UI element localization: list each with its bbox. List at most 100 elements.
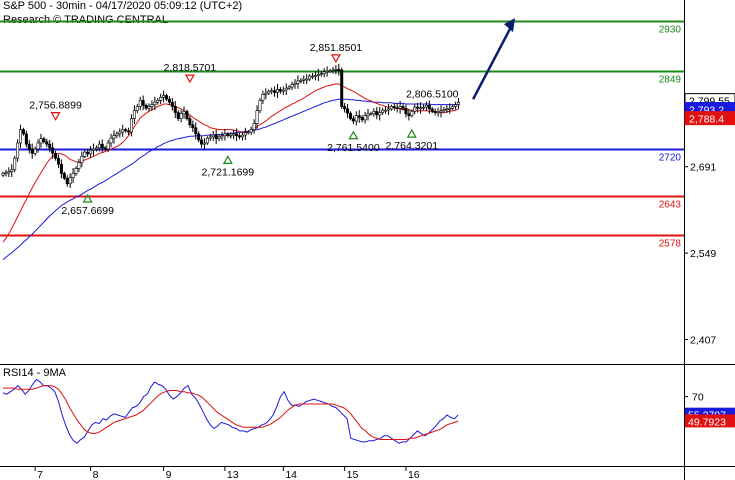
candle <box>188 115 192 128</box>
candle-body <box>267 90 271 94</box>
candle-body <box>457 101 461 105</box>
candle <box>13 155 17 173</box>
candle-body <box>162 95 166 98</box>
candle-body <box>246 131 250 134</box>
peak-marker-icon <box>184 74 195 84</box>
candle <box>220 132 224 141</box>
candle <box>436 107 440 117</box>
candle-body <box>167 98 171 103</box>
candle <box>348 111 352 121</box>
level-label-2578: 2578 <box>659 239 682 250</box>
candle <box>71 167 75 184</box>
candle-body <box>16 142 20 159</box>
candle-body <box>328 70 332 72</box>
candle-body <box>319 73 323 75</box>
candle-body <box>372 111 376 115</box>
candle <box>439 105 443 118</box>
candle <box>246 130 250 135</box>
candle-body <box>313 75 317 77</box>
trough-marker-icon <box>82 193 93 203</box>
candle <box>33 146 37 156</box>
candle-body <box>384 109 388 112</box>
candle-body <box>378 112 382 116</box>
candle-body <box>135 106 139 112</box>
peak-label: 2,851.8501 <box>310 42 363 54</box>
candle <box>21 127 25 136</box>
candle <box>240 131 244 141</box>
candle-body <box>264 92 268 95</box>
candle <box>77 158 81 173</box>
candle <box>92 143 96 156</box>
candle-body <box>217 136 221 140</box>
candle <box>121 124 125 137</box>
candle <box>378 107 382 121</box>
level-label-2720: 2720 <box>659 153 682 164</box>
candle <box>389 104 393 111</box>
candle-body <box>229 134 233 137</box>
candle <box>369 111 373 116</box>
candle-body <box>226 133 230 136</box>
candle-body <box>214 134 218 140</box>
candle <box>243 127 247 140</box>
candle <box>173 100 177 119</box>
candle <box>293 79 297 89</box>
candle <box>430 107 434 114</box>
candle-body <box>325 70 329 73</box>
rsi-series-9ma <box>3 385 459 440</box>
candle <box>451 104 455 111</box>
candle-body <box>112 135 116 139</box>
candle <box>442 107 446 114</box>
candle <box>334 65 338 75</box>
price-badge-label: 2,788.4 <box>689 114 724 126</box>
candle <box>103 146 107 151</box>
candle-body <box>366 113 370 116</box>
candle <box>229 132 233 139</box>
candle <box>354 111 358 126</box>
candle-body <box>232 133 236 136</box>
candle <box>275 83 279 98</box>
candle-body <box>427 104 431 110</box>
candle-body <box>296 80 300 84</box>
peak-label: 2,818.5701 <box>164 62 217 74</box>
candle <box>208 133 212 142</box>
trough-label: 2,761.5400 <box>327 142 380 154</box>
candle <box>270 87 274 95</box>
candle <box>340 67 344 109</box>
candle <box>331 66 335 74</box>
candle <box>252 119 256 134</box>
candle-body <box>255 110 259 124</box>
candle-body <box>144 104 148 109</box>
candle-body <box>176 112 180 119</box>
candle <box>54 150 58 161</box>
candle-body <box>106 142 110 150</box>
time-tick-label: 13 <box>227 469 239 480</box>
candle <box>97 140 101 152</box>
chart-title: S&P 500 - 30min - 04/17/2020 05:09:12 (U… <box>3 0 243 12</box>
chart-subtitle: Research © TRADING CENTRAL <box>3 14 168 26</box>
candle <box>65 175 69 187</box>
candle-body <box>129 118 133 133</box>
candle-body <box>401 106 405 109</box>
candle-body <box>124 129 128 132</box>
candle-body <box>182 111 186 115</box>
candle <box>249 126 253 136</box>
candle-body <box>392 106 396 108</box>
candle-body <box>451 106 455 109</box>
candle <box>337 63 341 76</box>
price-badge <box>684 111 735 126</box>
candle <box>296 75 300 89</box>
candle-body <box>109 137 113 144</box>
candle-body <box>185 111 189 119</box>
candle-body <box>51 147 55 154</box>
candle <box>42 136 46 144</box>
candle-body <box>404 107 408 115</box>
candle-body <box>100 143 104 149</box>
trough-marker-icon <box>406 128 417 138</box>
rsi-badge-label: 49.7923 <box>688 416 726 428</box>
candle <box>255 105 259 129</box>
candle <box>138 96 142 111</box>
candle-body <box>205 137 209 144</box>
candle <box>392 103 396 111</box>
candle <box>384 106 388 114</box>
